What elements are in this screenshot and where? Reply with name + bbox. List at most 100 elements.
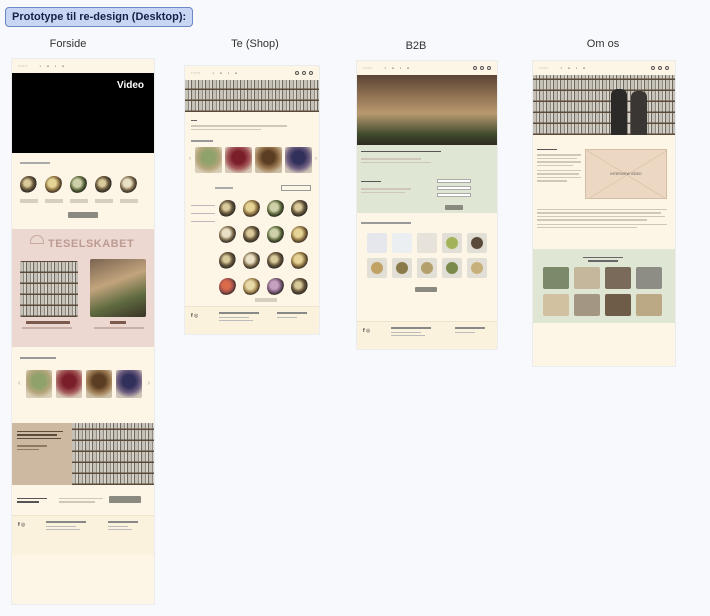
- nav-logo: ◦◦◦◦◦◦: [363, 66, 373, 70]
- nav-link[interactable]: ▪: [212, 71, 214, 75]
- social-icons[interactable]: f ◎: [363, 328, 371, 334]
- product-thumb[interactable]: [392, 233, 412, 253]
- product-thumb[interactable]: [243, 252, 261, 270]
- product-thumb[interactable]: [442, 233, 462, 253]
- nav-link[interactable]: ▪▪: [391, 66, 394, 70]
- product-thumb[interactable]: [417, 233, 437, 253]
- nav-link[interactable]: ▪: [399, 66, 401, 70]
- product-thumb[interactable]: [417, 258, 437, 278]
- form-input[interactable]: [437, 186, 471, 190]
- instagram-post[interactable]: [636, 267, 662, 289]
- category-tile[interactable]: [56, 370, 82, 398]
- shop-hero-image: [185, 80, 319, 112]
- product-thumb[interactable]: [267, 200, 285, 218]
- product-thumb[interactable]: [243, 200, 261, 218]
- pagination[interactable]: [255, 298, 277, 302]
- category-tile[interactable]: [285, 147, 312, 173]
- instagram-post[interactable]: [574, 267, 600, 289]
- instagram-post[interactable]: [574, 294, 600, 316]
- product-thumb[interactable]: [70, 176, 88, 194]
- product-thumb[interactable]: [219, 226, 237, 244]
- filter-item[interactable]: [191, 198, 215, 206]
- product-thumb[interactable]: [267, 278, 285, 296]
- category-tile[interactable]: [195, 147, 222, 173]
- social-icons[interactable]: f ◎: [18, 522, 26, 528]
- video-block[interactable]: Video: [12, 73, 154, 153]
- sort-dropdown[interactable]: [281, 185, 311, 191]
- form-input[interactable]: [437, 179, 471, 183]
- chevron-right-icon[interactable]: ›: [147, 380, 150, 387]
- nav-link[interactable]: ▪: [384, 66, 386, 70]
- cart-icon[interactable]: [665, 66, 669, 70]
- interview-video-placeholder[interactable]: INTERVIEW VIDEO: [585, 149, 667, 199]
- user-icon[interactable]: [480, 66, 484, 70]
- nav-link[interactable]: ▪: [575, 66, 577, 70]
- product-thumb[interactable]: [291, 226, 309, 244]
- category-tile[interactable]: [255, 147, 282, 173]
- nav-link[interactable]: ▪▪: [406, 66, 410, 70]
- nav-link[interactable]: ▪▪: [567, 66, 570, 70]
- product-thumb[interactable]: [467, 258, 487, 278]
- product-thumb[interactable]: [219, 200, 237, 218]
- product-thumb[interactable]: [219, 278, 237, 296]
- social-icons[interactable]: f ◎: [191, 313, 199, 319]
- product-thumb[interactable]: [442, 258, 462, 278]
- instagram-post[interactable]: [636, 294, 662, 316]
- product-thumb[interactable]: [243, 226, 261, 244]
- category-tile[interactable]: [86, 370, 112, 398]
- see-all-button[interactable]: [68, 212, 98, 218]
- brand-emblem: [30, 235, 44, 244]
- form-input[interactable]: [437, 193, 471, 197]
- search-icon[interactable]: [651, 66, 655, 70]
- nav-link[interactable]: ▪: [227, 71, 229, 75]
- instagram-post[interactable]: [543, 267, 569, 289]
- nav-link[interactable]: ▪: [39, 64, 41, 68]
- forside-footer: f ◎: [12, 515, 154, 555]
- product-thumb[interactable]: [267, 252, 285, 270]
- category-tile[interactable]: [225, 147, 252, 173]
- featured-products: [20, 176, 138, 194]
- instagram-section: [533, 249, 675, 323]
- instagram-post[interactable]: [605, 267, 631, 289]
- b2b-see-more-button[interactable]: [415, 287, 437, 292]
- product-thumb[interactable]: [120, 176, 138, 194]
- product-thumb[interactable]: [291, 200, 309, 218]
- nav-link[interactable]: ▪: [54, 64, 56, 68]
- product-thumb[interactable]: [291, 252, 309, 270]
- chevron-right-icon[interactable]: ›: [315, 156, 317, 162]
- nav-link[interactable]: ▪▪: [582, 66, 586, 70]
- product-thumb[interactable]: [367, 233, 387, 253]
- product-thumb[interactable]: [267, 226, 285, 244]
- chevron-left-icon[interactable]: ‹: [18, 380, 21, 387]
- product-thumb[interactable]: [291, 278, 309, 296]
- category-tile[interactable]: [116, 370, 142, 398]
- chevron-left-icon[interactable]: ‹: [189, 156, 191, 162]
- newsletter-button[interactable]: [109, 496, 141, 503]
- form-submit-button[interactable]: [445, 205, 463, 210]
- user-icon[interactable]: [302, 71, 306, 75]
- cart-icon[interactable]: [487, 66, 491, 70]
- nav-link[interactable]: ▪▪: [234, 71, 238, 75]
- cart-icon[interactable]: [309, 71, 313, 75]
- search-icon[interactable]: [295, 71, 299, 75]
- search-icon[interactable]: [473, 66, 477, 70]
- instagram-post[interactable]: [605, 294, 631, 316]
- product-thumb[interactable]: [392, 258, 412, 278]
- video-label: Video: [116, 80, 144, 91]
- product-thumb[interactable]: [243, 278, 261, 296]
- category-tile[interactable]: [26, 370, 52, 398]
- nav-link[interactable]: ▪▪: [61, 64, 65, 68]
- product-thumb[interactable]: [467, 233, 487, 253]
- user-icon[interactable]: [658, 66, 662, 70]
- product-thumb[interactable]: [219, 252, 237, 270]
- nav-link[interactable]: ▪: [560, 66, 562, 70]
- product-thumb[interactable]: [20, 176, 38, 194]
- product-thumb[interactable]: [45, 176, 63, 194]
- product-thumb[interactable]: [95, 176, 113, 194]
- product-thumb[interactable]: [367, 258, 387, 278]
- instagram-post[interactable]: [543, 294, 569, 316]
- nav-link[interactable]: ▪▪: [46, 64, 49, 68]
- filter-item[interactable]: [191, 214, 215, 222]
- nav-link[interactable]: ▪▪: [219, 71, 222, 75]
- filter-item[interactable]: [191, 206, 215, 214]
